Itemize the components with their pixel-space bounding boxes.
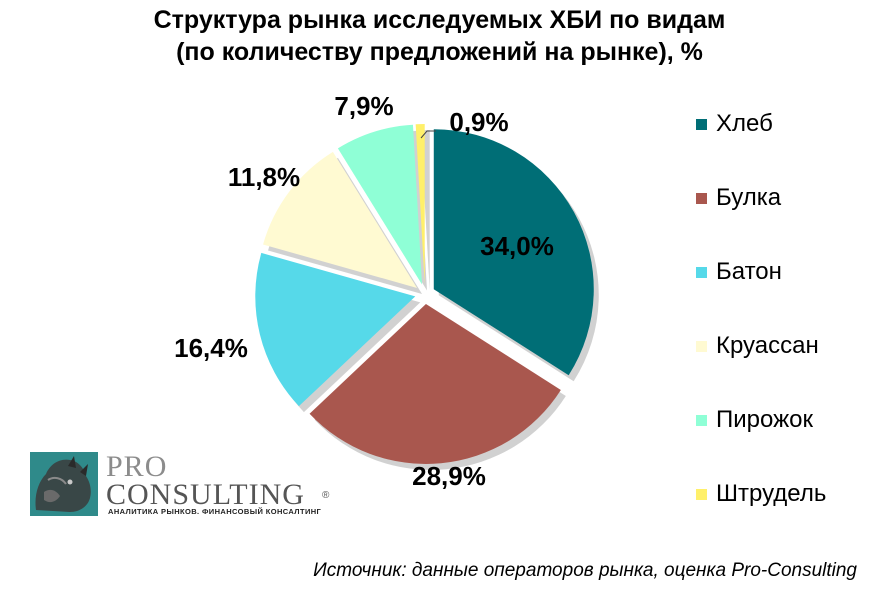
legend-swatch — [696, 193, 707, 204]
slice-label-1: 34,0% — [480, 231, 554, 261]
logo-pro-text: PRO — [106, 450, 168, 483]
legend-label: Булка — [716, 184, 782, 211]
legend-label: Хлеб — [716, 110, 773, 137]
legend-label: Пирожок — [716, 406, 813, 433]
pie-slice-4 — [263, 151, 418, 288]
logo-tagline: АНАЛИТИКА РЫНКОВ. ФИНАНСОВЫЙ КОНСАЛТИНГ — [108, 507, 322, 516]
pie-slice-6 — [415, 124, 425, 285]
legend-label: Батон — [716, 258, 782, 285]
slice-label-5: 7,9% — [334, 91, 393, 121]
pie-slice-3 — [255, 252, 416, 407]
legend-label: Штрудель — [716, 480, 827, 507]
chart-title: Структура рынка исследуемых ХБИ по видам… — [0, 4, 879, 68]
logo-consulting-text: CONSULTING — [106, 478, 305, 511]
logo-registered-mark: ® — [322, 490, 330, 501]
pie-slice-1 — [433, 129, 594, 376]
slice-label-4: 11,8% — [228, 162, 300, 192]
legend-swatch — [696, 119, 707, 130]
slice-label-3: 16,4% — [174, 333, 248, 363]
pro-consulting-logo: PRO CONSULTING ® АНАЛИТИКА РЫНКОВ. ФИНАН… — [30, 450, 340, 518]
slice-label-6: 0,9% — [449, 107, 508, 137]
legend-label: Круассан — [716, 332, 819, 359]
pie-slice-5 — [337, 124, 422, 285]
legend-swatch — [696, 489, 707, 500]
source-note: Источник: данные операторов рынка, оценк… — [313, 560, 857, 581]
legend-swatch — [696, 267, 707, 278]
chart-title-line-2: (по количеству предложений на рынке), % — [176, 38, 703, 66]
legend-swatch — [696, 341, 707, 352]
pie-slice-2 — [309, 303, 561, 464]
legend-swatch — [696, 415, 707, 426]
slice-leader-line — [420, 130, 436, 139]
rhino-logo-icon — [30, 452, 98, 516]
slice-label-2: 28,9% — [412, 461, 486, 491]
chart-title-line-1: Структура рынка исследуемых ХБИ по видам — [153, 6, 726, 34]
